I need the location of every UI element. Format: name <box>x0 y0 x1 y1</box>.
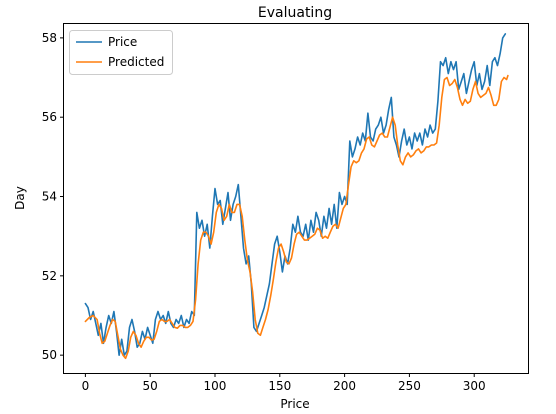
y-tick-label: 54 <box>42 190 57 204</box>
plot-frame <box>63 23 529 374</box>
series-line-price <box>84 33 507 357</box>
legend-label-price: Price <box>108 35 137 49</box>
y-tick-label: 50 <box>42 348 57 362</box>
y-tick-label: 58 <box>42 31 57 45</box>
x-tick-label: 200 <box>333 379 356 393</box>
x-tick-label: 250 <box>398 379 421 393</box>
legend-label-predicted: Predicted <box>108 55 164 69</box>
y-tick-label: 56 <box>42 110 57 124</box>
y-axis: 50 52 54 56 58 <box>42 31 64 362</box>
chart-title: Evaluating <box>258 5 332 21</box>
x-axis-label: Price <box>280 397 309 411</box>
x-tick-label: 300 <box>463 379 486 393</box>
x-tick-label: 150 <box>268 379 291 393</box>
x-tick-label: 100 <box>204 379 227 393</box>
x-tick-label: 50 <box>143 379 158 393</box>
series-line-predicted <box>84 74 509 360</box>
legend: Price Predicted <box>69 30 173 75</box>
y-axis-label: Day <box>13 186 27 210</box>
x-axis: 0 50 100 150 200 250 300 <box>82 373 486 393</box>
x-tick-label: 0 <box>82 379 90 393</box>
y-tick-label: 52 <box>42 269 57 283</box>
plot-area <box>84 33 509 360</box>
